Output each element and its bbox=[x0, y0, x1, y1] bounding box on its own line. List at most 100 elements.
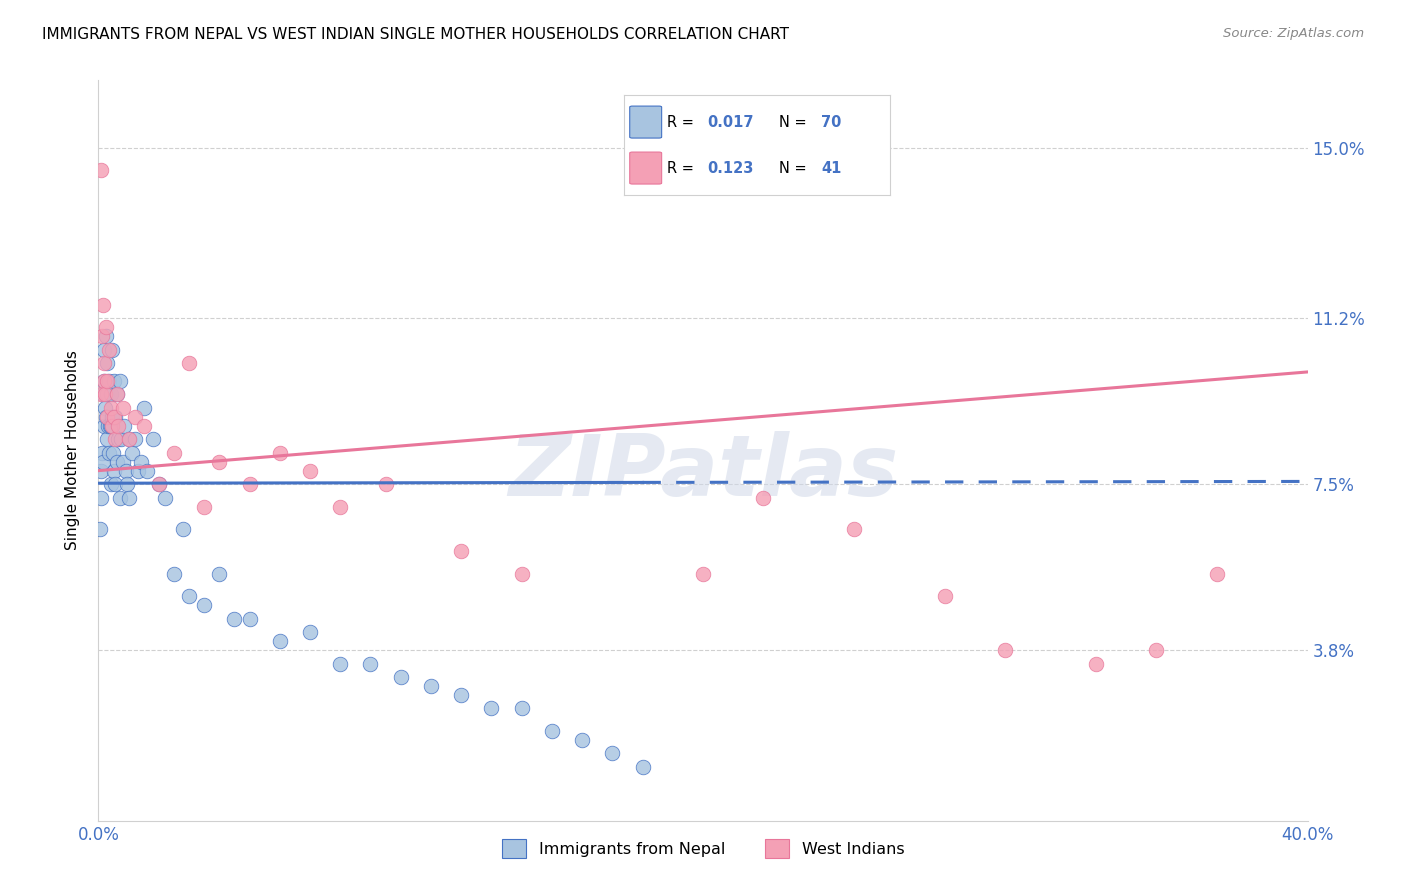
Point bbox=[90, 464, 112, 478]
Point bbox=[90, 163, 112, 178]
Point bbox=[208, 566, 231, 581]
Point bbox=[91, 329, 114, 343]
Point bbox=[118, 432, 141, 446]
Point bbox=[91, 446, 114, 460]
Point bbox=[94, 409, 117, 424]
Point bbox=[98, 343, 121, 357]
Point bbox=[193, 500, 215, 514]
Point bbox=[163, 446, 186, 460]
Point bbox=[105, 387, 128, 401]
Point bbox=[172, 522, 194, 536]
Point bbox=[98, 446, 121, 460]
Point bbox=[389, 670, 412, 684]
Point bbox=[481, 701, 503, 715]
Point bbox=[89, 522, 111, 536]
Point bbox=[93, 343, 115, 357]
Point bbox=[148, 477, 170, 491]
Point bbox=[1206, 566, 1229, 581]
Point bbox=[329, 657, 352, 671]
Point bbox=[269, 634, 291, 648]
Point bbox=[934, 589, 956, 603]
Point bbox=[118, 491, 141, 505]
Point bbox=[193, 599, 215, 613]
Point bbox=[179, 356, 201, 370]
Point bbox=[91, 387, 114, 401]
Point bbox=[124, 432, 146, 446]
Point bbox=[103, 374, 125, 388]
Point bbox=[90, 491, 112, 505]
Point bbox=[631, 760, 654, 774]
Point bbox=[132, 401, 155, 415]
Point bbox=[121, 446, 143, 460]
Point bbox=[103, 464, 125, 478]
Point bbox=[108, 374, 131, 388]
Point bbox=[153, 491, 176, 505]
Point bbox=[112, 418, 135, 433]
Point bbox=[104, 432, 127, 446]
Point bbox=[91, 298, 114, 312]
Point bbox=[118, 432, 141, 446]
Point bbox=[93, 374, 115, 388]
Point bbox=[94, 387, 117, 401]
Point bbox=[101, 409, 124, 424]
Point bbox=[148, 477, 170, 491]
Point bbox=[129, 455, 152, 469]
Text: IMMIGRANTS FROM NEPAL VS WEST INDIAN SINGLE MOTHER HOUSEHOLDS CORRELATION CHART: IMMIGRANTS FROM NEPAL VS WEST INDIAN SIN… bbox=[42, 27, 789, 42]
Point bbox=[692, 566, 714, 581]
Point bbox=[111, 401, 134, 415]
Point bbox=[602, 747, 624, 761]
Point bbox=[450, 688, 472, 702]
Point bbox=[163, 566, 186, 581]
Point bbox=[98, 418, 121, 433]
Point bbox=[540, 723, 562, 738]
Point bbox=[107, 418, 129, 433]
Point bbox=[104, 409, 127, 424]
Point bbox=[115, 477, 138, 491]
Point bbox=[224, 612, 246, 626]
Point bbox=[571, 732, 593, 747]
Point bbox=[104, 477, 127, 491]
Point bbox=[93, 356, 115, 370]
Point bbox=[299, 625, 322, 640]
Point bbox=[127, 464, 149, 478]
Point bbox=[114, 464, 136, 478]
Point bbox=[1146, 643, 1168, 657]
Point bbox=[97, 418, 120, 433]
Point bbox=[96, 356, 118, 370]
Point bbox=[105, 455, 128, 469]
Point bbox=[96, 432, 118, 446]
Y-axis label: Single Mother Households: Single Mother Households bbox=[65, 351, 80, 550]
Legend: Immigrants from Nepal, West Indians: Immigrants from Nepal, West Indians bbox=[495, 832, 911, 864]
Point bbox=[96, 409, 118, 424]
Point bbox=[1085, 657, 1108, 671]
Point bbox=[142, 432, 165, 446]
Point bbox=[510, 566, 533, 581]
Point bbox=[94, 320, 117, 334]
Point bbox=[111, 455, 134, 469]
Point bbox=[994, 643, 1017, 657]
Point bbox=[93, 418, 115, 433]
Point bbox=[110, 432, 132, 446]
Point bbox=[94, 329, 117, 343]
Point bbox=[108, 491, 131, 505]
Point bbox=[93, 374, 115, 388]
Point bbox=[94, 401, 117, 415]
Point bbox=[96, 374, 118, 388]
Point bbox=[132, 418, 155, 433]
Point bbox=[135, 464, 157, 478]
Point bbox=[269, 446, 291, 460]
Text: ZIPatlas: ZIPatlas bbox=[508, 431, 898, 514]
Point bbox=[105, 387, 128, 401]
Point bbox=[100, 387, 122, 401]
Point bbox=[90, 387, 112, 401]
Point bbox=[96, 387, 118, 401]
Point bbox=[101, 418, 124, 433]
Point bbox=[208, 455, 231, 469]
Point bbox=[124, 409, 146, 424]
Point bbox=[100, 418, 122, 433]
Point bbox=[450, 544, 472, 558]
Point bbox=[107, 432, 129, 446]
Point bbox=[510, 701, 533, 715]
Point bbox=[100, 477, 122, 491]
Point bbox=[329, 500, 352, 514]
